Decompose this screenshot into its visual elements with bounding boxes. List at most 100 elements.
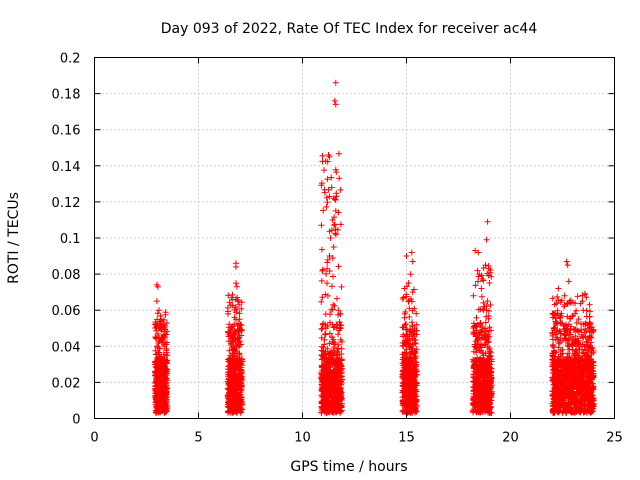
- data-point: [318, 363, 325, 370]
- data-point: [568, 341, 575, 348]
- data-point: [586, 313, 593, 320]
- data-point: [411, 372, 418, 379]
- data-point: [580, 381, 587, 388]
- data-point: [477, 398, 484, 405]
- chart-title: Day 093 of 2022, Rate Of TEC Index for r…: [161, 21, 538, 37]
- data-point: [329, 273, 336, 280]
- data-point: [225, 375, 232, 382]
- data-point: [566, 346, 573, 353]
- data-point: [319, 321, 326, 328]
- data-point: [403, 283, 410, 290]
- data-point: [338, 351, 345, 358]
- data-point: [233, 306, 240, 313]
- data-point: [228, 325, 235, 332]
- data-point: [226, 321, 233, 328]
- data-point: [238, 369, 245, 376]
- data-point: [589, 345, 596, 352]
- data-point: [566, 353, 573, 360]
- y-tick-label: 0.14: [52, 160, 81, 175]
- data-point: [320, 266, 327, 273]
- data-point: [334, 386, 341, 393]
- data-point: [479, 383, 486, 390]
- data-point: [410, 360, 417, 367]
- data-point: [570, 384, 577, 391]
- data-point: [400, 324, 407, 331]
- data-point: [487, 349, 494, 356]
- data-point: [224, 378, 231, 385]
- data-point: [554, 293, 561, 300]
- data-point: [478, 366, 485, 373]
- data-point: [573, 319, 580, 326]
- data-point: [324, 256, 331, 263]
- data-point: [479, 334, 486, 341]
- data-point: [161, 382, 168, 389]
- data-point: [232, 280, 239, 287]
- data-point: [567, 369, 574, 376]
- data-point: [478, 293, 485, 300]
- data-point: [336, 175, 343, 182]
- data-point: [413, 407, 420, 414]
- data-point: [332, 196, 339, 203]
- data-point: [472, 322, 479, 329]
- data-point: [332, 101, 339, 108]
- data-point: [163, 319, 170, 326]
- data-point: [477, 406, 484, 413]
- data-point: [323, 354, 330, 361]
- data-point: [471, 391, 478, 398]
- data-point: [558, 380, 565, 387]
- data-point: [552, 336, 559, 343]
- grid-lines: [94, 57, 615, 419]
- data-point: [474, 340, 481, 347]
- data-point: [324, 345, 331, 352]
- data-point: [230, 334, 237, 341]
- data-point: [154, 330, 161, 337]
- data-point: [590, 397, 597, 404]
- data-point: [152, 359, 159, 366]
- data-point: [411, 388, 418, 395]
- data-point: [330, 244, 337, 251]
- data-point: [561, 372, 568, 379]
- data-point: [482, 368, 489, 375]
- data-point: [484, 218, 491, 225]
- y-tick-label: 0.02: [52, 376, 81, 391]
- data-point: [550, 402, 557, 409]
- data-point: [488, 388, 495, 395]
- data-point: [586, 301, 593, 308]
- data-point: [324, 292, 331, 299]
- data-point: [403, 346, 410, 353]
- data-point: [586, 380, 593, 387]
- data-point: [326, 399, 333, 406]
- data-point: [338, 389, 345, 396]
- data-point: [233, 309, 240, 316]
- y-tick-labels: 0 0.02 0.04 0.06 0.08 0.1 0.12 0.14 0.16 0.18 0.2: [52, 52, 81, 428]
- data-point: [158, 316, 165, 323]
- data-point: [322, 388, 329, 395]
- data-point: [235, 365, 242, 372]
- data-point: [227, 389, 234, 396]
- data-point: [318, 326, 325, 333]
- data-point: [406, 313, 413, 320]
- data-point: [235, 370, 242, 377]
- data-point: [482, 319, 489, 326]
- data-point: [589, 392, 596, 399]
- data-point: [574, 362, 581, 369]
- data-point: [238, 299, 245, 306]
- data-point: [554, 307, 561, 314]
- data-point: [577, 397, 584, 404]
- data-point: [582, 393, 589, 400]
- data-point: [234, 404, 241, 411]
- data-point: [555, 285, 562, 292]
- data-point: [153, 327, 160, 334]
- data-point: [400, 342, 407, 349]
- data-point: [482, 341, 489, 348]
- data-point: [335, 263, 342, 270]
- data-point: [228, 371, 235, 378]
- data-point: [558, 310, 565, 317]
- data-point: [470, 400, 477, 407]
- data-point: [159, 361, 166, 368]
- data-point: [332, 79, 339, 86]
- data-point: [318, 180, 325, 187]
- data-point: [233, 283, 240, 290]
- data-point: [404, 409, 411, 416]
- data-point: [236, 310, 243, 317]
